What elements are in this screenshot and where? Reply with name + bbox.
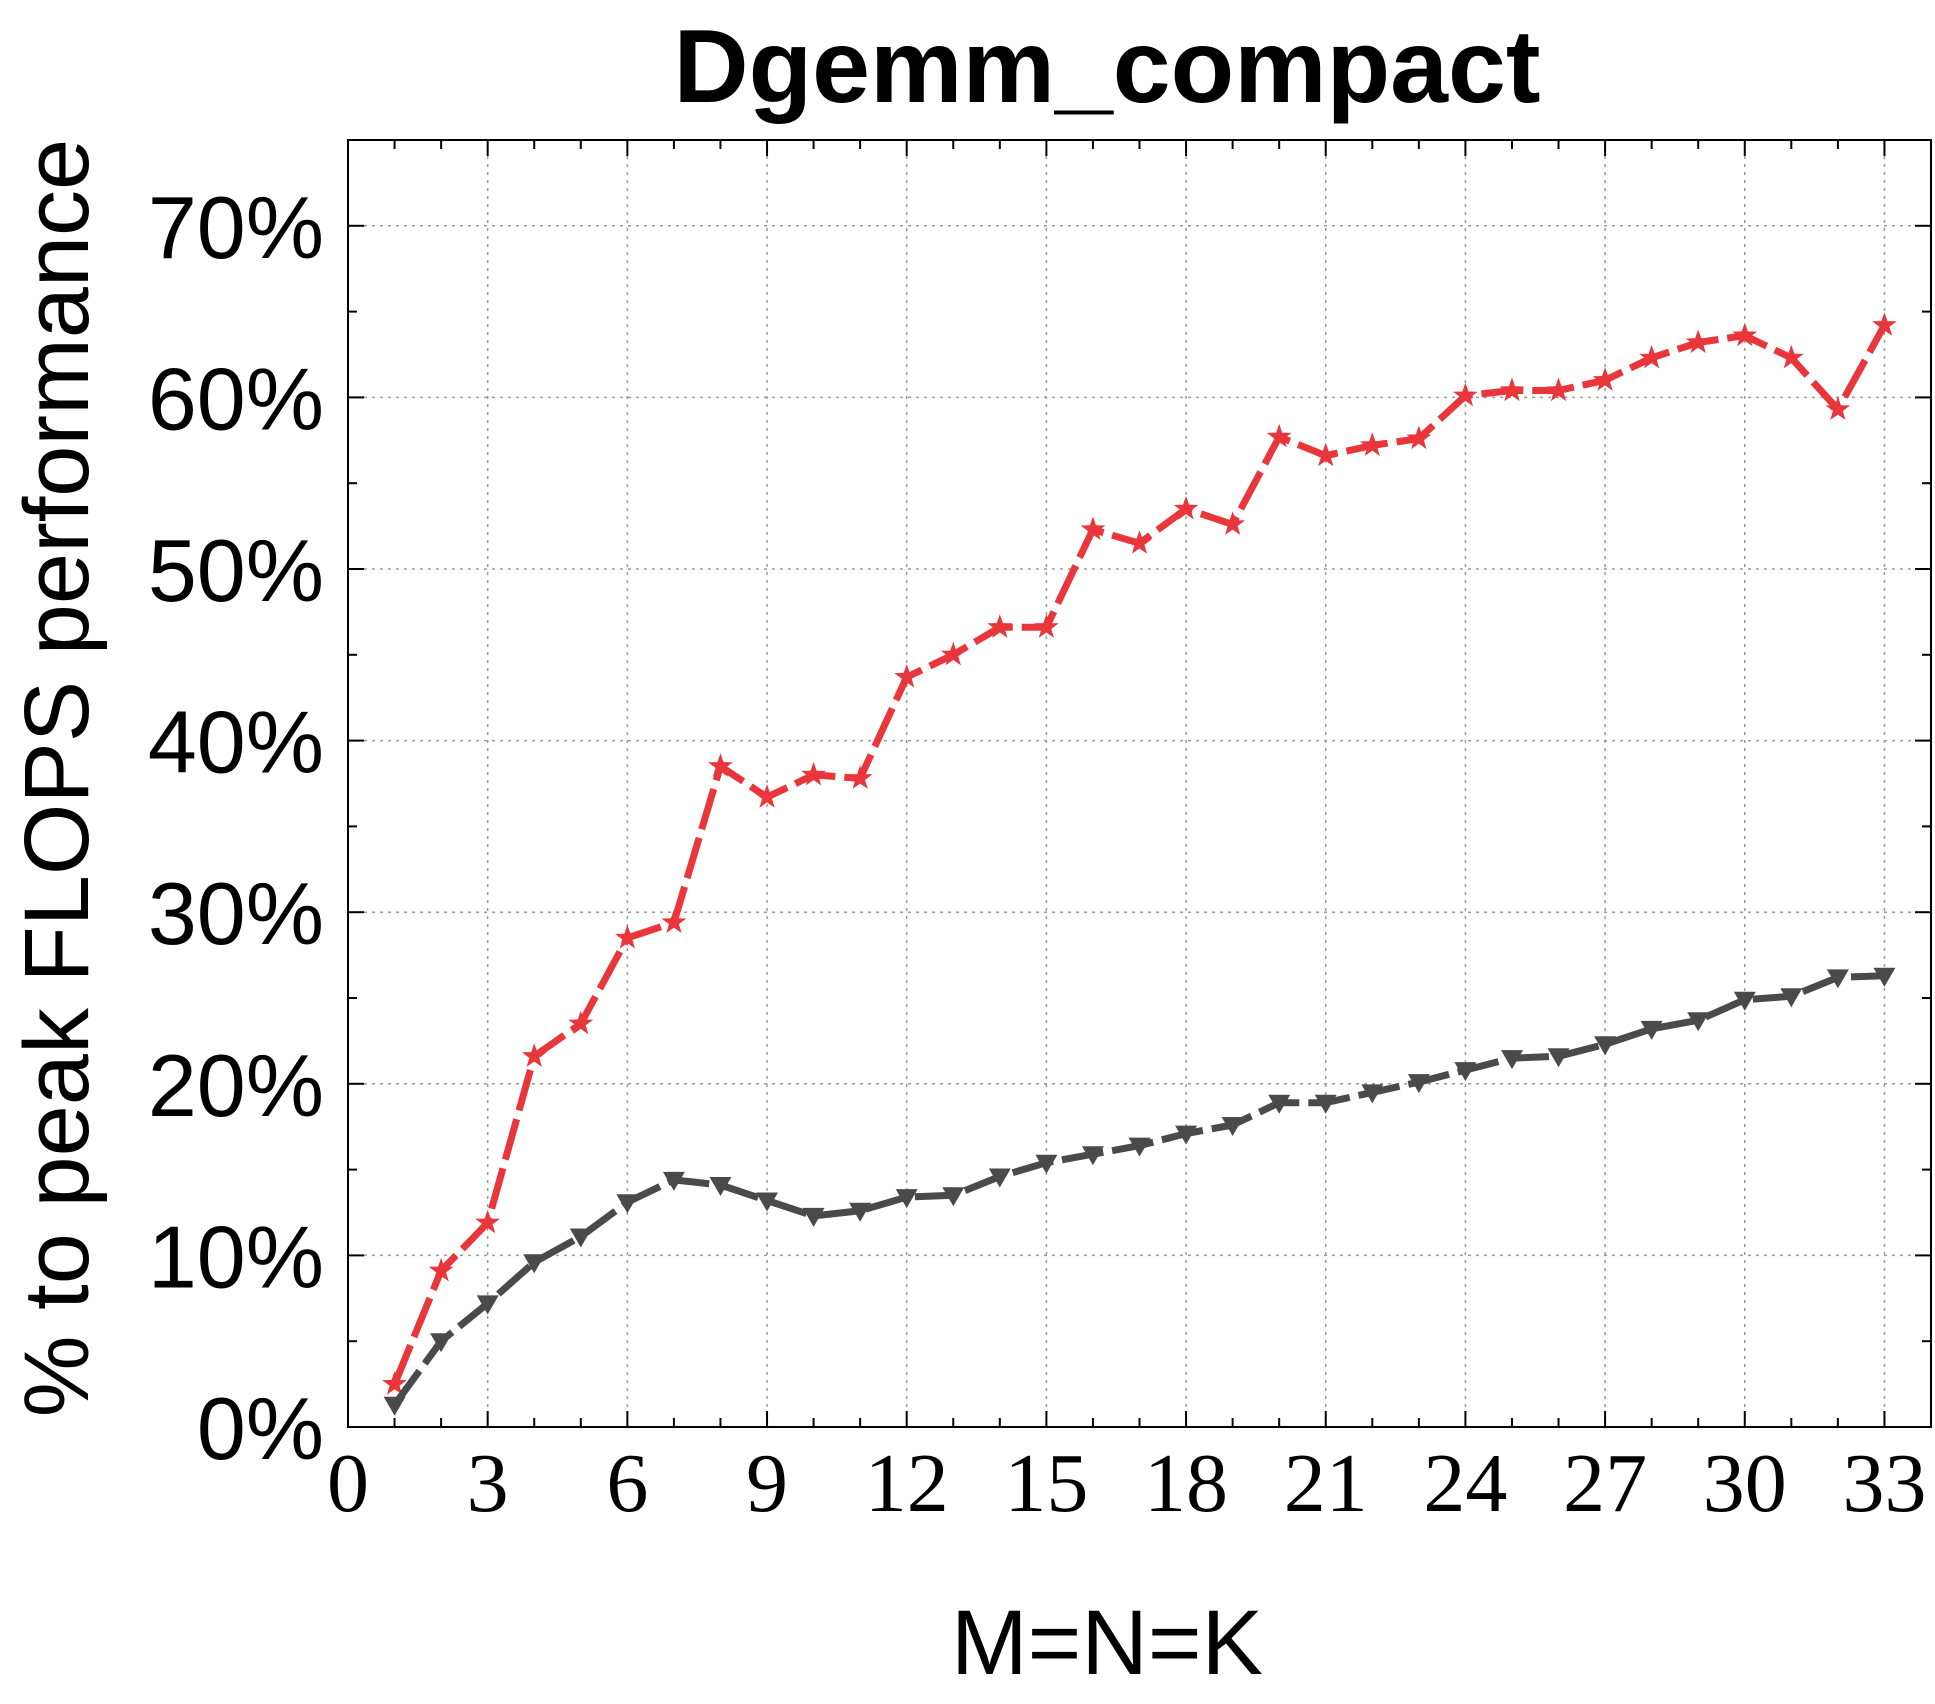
axis-ticks: 0% 10% 20% 30% 40% 50% 60% 70% 0 3 6 9 12 15 18 21 24 27 3… xyxy=(148,139,1932,1530)
data-point-star xyxy=(615,924,640,949)
data-point-star xyxy=(428,1257,454,1282)
data-point-star xyxy=(1034,614,1059,638)
data-point-star xyxy=(1173,495,1199,520)
data-point-star xyxy=(1453,382,1478,407)
series-group xyxy=(383,967,1896,1416)
data-point-star xyxy=(1592,367,1618,391)
data-point-triangle xyxy=(1268,1094,1291,1114)
data-point-star xyxy=(1359,432,1385,456)
data-point-triangle xyxy=(1501,1050,1523,1070)
data-point-triangle xyxy=(523,1254,546,1274)
x-tick-label: 12 xyxy=(865,1437,949,1530)
data-point-star xyxy=(1406,425,1432,450)
data-point-star xyxy=(894,664,920,688)
data-point-star xyxy=(1546,377,1571,402)
data-point-triangle xyxy=(1407,1074,1430,1094)
x-axis-label: M=N=K xyxy=(951,1592,1263,1694)
data-point-triangle xyxy=(1221,1117,1244,1136)
data-point-star xyxy=(1220,511,1245,535)
data-point-star xyxy=(1779,344,1804,369)
data-point-star xyxy=(708,753,733,777)
chart-title: Dgemm_compact xyxy=(674,9,1541,125)
data-point-triangle xyxy=(1687,1012,1710,1032)
y-tick-label: 70% xyxy=(148,178,324,277)
data-point-triangle xyxy=(662,1171,685,1191)
y-axis-label: % to peak FLOPS performance xyxy=(6,139,108,1417)
data-point-triangle xyxy=(1361,1084,1384,1104)
data-point-star xyxy=(1872,312,1897,336)
y-tick-label: 20% xyxy=(148,1036,324,1135)
data-point-star xyxy=(1080,516,1106,540)
x-tick-label: 27 xyxy=(1563,1437,1647,1530)
data-point-triangle xyxy=(1547,1048,1570,1068)
data-point-star xyxy=(801,761,826,786)
data-point-triangle xyxy=(1826,969,1849,989)
data-point-triangle xyxy=(1594,1036,1617,1056)
data-point-triangle xyxy=(1873,967,1896,987)
data-point-star xyxy=(661,909,687,933)
data-point-triangle xyxy=(756,1192,778,1212)
data-point-triangle xyxy=(569,1228,592,1248)
data-point-star xyxy=(1732,322,1758,347)
x-tick-label: 24 xyxy=(1423,1437,1507,1530)
x-tick-label: 3 xyxy=(467,1437,509,1530)
data-point-star xyxy=(847,765,873,789)
x-tick-label: 18 xyxy=(1144,1437,1228,1530)
data-point-star xyxy=(1685,329,1711,353)
y-tick-label: 50% xyxy=(148,521,324,620)
data-point-triangle xyxy=(1035,1154,1058,1174)
data-point-star xyxy=(1127,530,1152,554)
data-point-star xyxy=(940,641,966,666)
data-point-triangle xyxy=(1128,1137,1151,1157)
data-point-triangle xyxy=(1081,1146,1104,1166)
data-point-triangle xyxy=(849,1202,872,1222)
x-tick-label: 21 xyxy=(1284,1437,1368,1530)
data-point-triangle xyxy=(1733,991,1756,1011)
plot-series xyxy=(382,312,1897,1416)
x-tick-label: 0 xyxy=(327,1437,369,1530)
data-point-triangle xyxy=(1780,988,1803,1008)
data-point-triangle xyxy=(616,1194,639,1214)
data-point-star xyxy=(754,784,780,808)
data-point-triangle xyxy=(1454,1062,1477,1082)
data-point-triangle xyxy=(709,1177,732,1196)
x-tick-label: 9 xyxy=(746,1437,788,1530)
data-point-triangle xyxy=(1314,1094,1337,1114)
series-group xyxy=(382,312,1897,1395)
x-tick-label: 33 xyxy=(1842,1437,1926,1530)
y-tick-label: 30% xyxy=(148,864,324,963)
data-point-triangle xyxy=(988,1168,1011,1188)
data-point-star xyxy=(568,1010,594,1035)
data-point-star xyxy=(1499,377,1525,402)
data-point-star xyxy=(987,614,1013,638)
series-line xyxy=(391,323,1888,1386)
x-tick-label: 15 xyxy=(1004,1437,1088,1530)
data-point-star xyxy=(1266,423,1292,448)
data-point-triangle xyxy=(942,1187,965,1207)
data-point-triangle xyxy=(1640,1020,1663,1040)
data-point-star xyxy=(1639,344,1664,369)
x-tick-label: 30 xyxy=(1703,1437,1787,1530)
y-tick-label: 40% xyxy=(148,693,324,792)
data-point-triangle xyxy=(802,1207,825,1227)
data-point-star xyxy=(382,1371,407,1395)
data-point-star xyxy=(1825,396,1851,420)
data-point-triangle xyxy=(430,1333,453,1353)
data-point-triangle xyxy=(1175,1125,1198,1145)
x-tick-label: 6 xyxy=(606,1437,648,1530)
y-tick-label: 10% xyxy=(148,1207,324,1306)
data-point-triangle xyxy=(895,1189,918,1209)
data-point-star xyxy=(475,1209,500,1234)
y-tick-label: 60% xyxy=(148,349,324,448)
y-tick-label: 0% xyxy=(197,1379,324,1478)
data-point-star xyxy=(1313,442,1339,467)
data-point-triangle xyxy=(383,1396,406,1416)
data-point-triangle xyxy=(476,1295,499,1315)
series-line xyxy=(391,972,1885,1407)
data-point-star xyxy=(521,1043,547,1067)
